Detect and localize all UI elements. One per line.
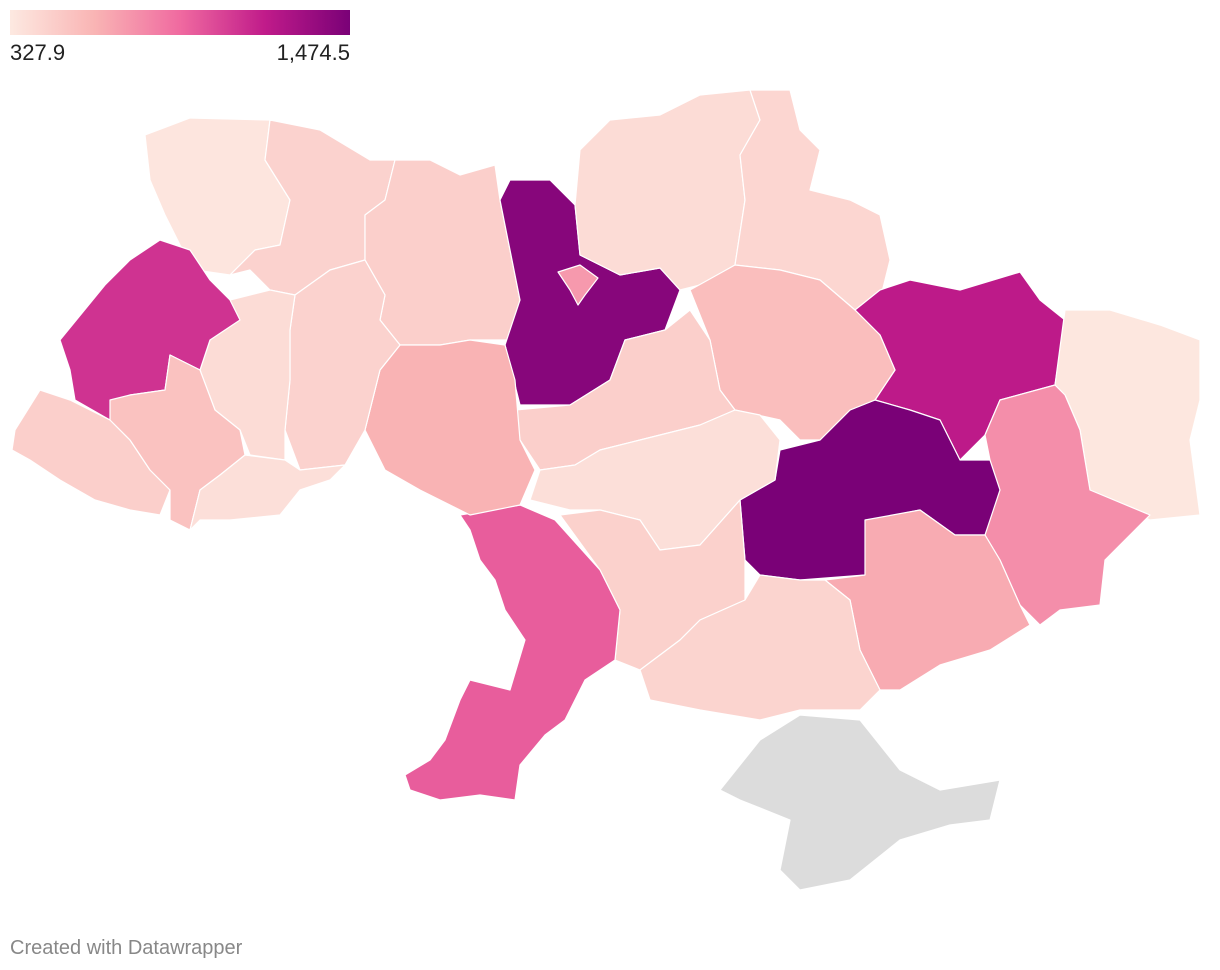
region xyxy=(404,504,621,801)
region xyxy=(59,239,241,421)
region xyxy=(364,159,521,346)
region xyxy=(639,574,881,721)
no-data-region xyxy=(719,714,1001,891)
region xyxy=(557,264,599,306)
regions xyxy=(11,89,1201,801)
region xyxy=(984,384,1151,626)
region xyxy=(364,339,536,516)
footer: Created with Datawrapper xyxy=(10,937,243,959)
region xyxy=(529,409,781,551)
legend-gradient xyxy=(10,10,350,35)
region xyxy=(11,389,171,516)
legend-max-label: 1,474.5 xyxy=(277,40,350,65)
region xyxy=(189,454,346,531)
region xyxy=(574,89,761,291)
legend-min-label: 327.9 xyxy=(10,40,65,65)
